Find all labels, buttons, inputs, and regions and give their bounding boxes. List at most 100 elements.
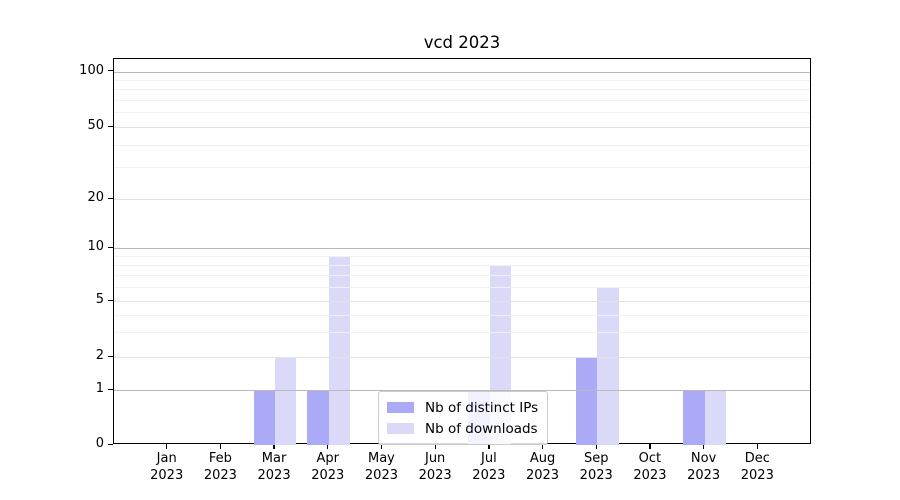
x-axis-month: Nov [690,451,717,466]
x-axis-tick-label-oct: Oct 2023 [623,451,677,484]
x-axis-tick-label-may: May 2023 [354,451,408,484]
bar-distinct-ips-nov [683,390,705,445]
gridline-y-80 [114,89,810,91]
x-axis-tick-mark [541,444,544,449]
y-axis-tick-label-0: 0 [95,436,104,451]
x-axis-month: May [368,451,395,466]
y-axis-tick-mark [108,355,113,357]
y-axis-tick-label-2: 2 [95,348,104,363]
chart-title: vcd 2023 [423,33,501,52]
gridline-y-3 [114,332,810,334]
y-axis-tick-mark [108,197,113,199]
x-axis-month: Aug [529,451,556,466]
x-axis-month: Jul [481,451,497,466]
gridline-y-2 [114,357,810,358]
gridline-y-100 [114,71,810,73]
gridline-y-4 [114,314,810,316]
gridline-y-7 [114,275,810,277]
x-axis-month: Jun [424,451,446,466]
x-axis-month: Mar [261,451,287,466]
x-axis-month: Apr [316,451,340,466]
y-axis-tick-mark [108,299,113,301]
x-axis-tick-mark [273,444,275,449]
y-axis-tick-label-5: 5 [95,292,104,307]
plot-area [113,58,811,445]
x-axis-month: Sep [583,451,609,466]
x-axis-year: 2023 [203,467,237,483]
x-axis-tick-mark [219,444,222,449]
x-axis-month: Feb [208,451,232,466]
gridline-y-90 [114,79,810,81]
x-axis-tick-label-apr: Apr 2023 [301,451,355,484]
x-axis-tick-mark [166,444,168,449]
gridline-y-50 [114,127,810,128]
y-axis-tick-label-20: 20 [87,190,104,205]
gridline-y-1 [114,390,810,391]
y-axis-tick-mark [108,388,113,390]
x-axis-tick-mark [327,444,329,449]
x-axis-tick-label-jun: Jun 2023 [408,451,462,484]
legend-item-distinct-ips: Nb of distinct IPs [387,397,538,418]
x-axis-tick-label-aug: Aug 2023 [516,451,570,484]
x-axis-tick-label-jul: Jul 2023 [462,451,516,484]
x-axis-year: 2023 [311,467,345,483]
y-axis-tick-mark [108,443,113,445]
x-axis-tick-mark [380,444,383,449]
x-axis-year: 2023 [687,467,721,483]
bar-downloads-mar [275,357,297,445]
x-axis-tick-mark [649,444,651,449]
bar-downloads-nov [704,390,726,445]
legend-swatch-downloads [387,423,414,434]
bar-distinct-ips-mar [253,390,276,445]
legend-item-downloads: Nb of downloads [387,418,538,439]
x-axis-year: 2023 [472,467,506,483]
bar-downloads-sep [597,287,619,445]
legend-swatch-distinct-ips [387,402,414,413]
x-axis-tick-mark [756,444,758,449]
x-axis-tick-mark [595,444,597,449]
x-axis-tick-label-sep: Sep 2023 [569,451,623,484]
x-axis-tick-mark [703,444,705,449]
y-axis-tick-label-50: 50 [87,118,104,133]
x-axis-tick-label-mar: Mar 2023 [247,451,301,484]
x-axis-year: 2023 [364,467,398,483]
x-axis-tick-label-feb: Feb 2023 [193,451,247,484]
x-axis-tick-label-dec: Dec 2023 [730,451,784,484]
x-axis-tick-mark [434,444,436,449]
y-axis-tick-label-100: 100 [79,62,104,78]
gridline-y-5 [114,301,810,302]
gridline-y-40 [114,144,810,146]
x-axis-month: Dec [744,451,770,466]
y-axis-tick-mark [108,125,113,127]
bar-distinct-ips-sep [575,357,598,445]
gridline-y-30 [114,167,810,169]
x-axis-year: 2023 [633,467,667,483]
x-axis-year: 2023 [150,467,184,483]
gridline-y-9 [114,256,810,258]
x-axis-tick-label-nov: Nov 2023 [677,451,731,484]
x-axis-tick-label-jan: Jan 2023 [140,451,194,484]
y-axis-tick-mark [108,246,113,248]
x-axis-year: 2023 [579,467,613,483]
legend-label-distinct-ips: Nb of distinct IPs [425,399,539,416]
x-axis-year: 2023 [257,467,291,483]
x-axis-tick-mark [488,444,490,449]
legend: Nb of distinct IPs Nb of downloads [378,391,549,445]
x-axis-month: Jan [156,451,177,466]
bar-downloads-apr [328,256,351,445]
x-axis-year: 2023 [418,467,452,483]
x-axis-year: 2023 [525,467,560,483]
x-axis-month: Oct [638,451,662,466]
y-axis-tick-mark [108,70,113,72]
gridline-y-70 [114,100,810,102]
gridline-y-8 [114,265,810,267]
gridline-y-20 [114,199,810,200]
gridline-y-60 [114,112,810,114]
gridline-y-10 [114,248,810,249]
legend-label-downloads: Nb of downloads [425,420,538,437]
bar-distinct-ips-apr [307,390,329,445]
gridline-y-6 [114,287,810,289]
y-axis-tick-label-1: 1 [95,381,104,396]
y-axis-tick-label-10: 10 [87,239,104,254]
